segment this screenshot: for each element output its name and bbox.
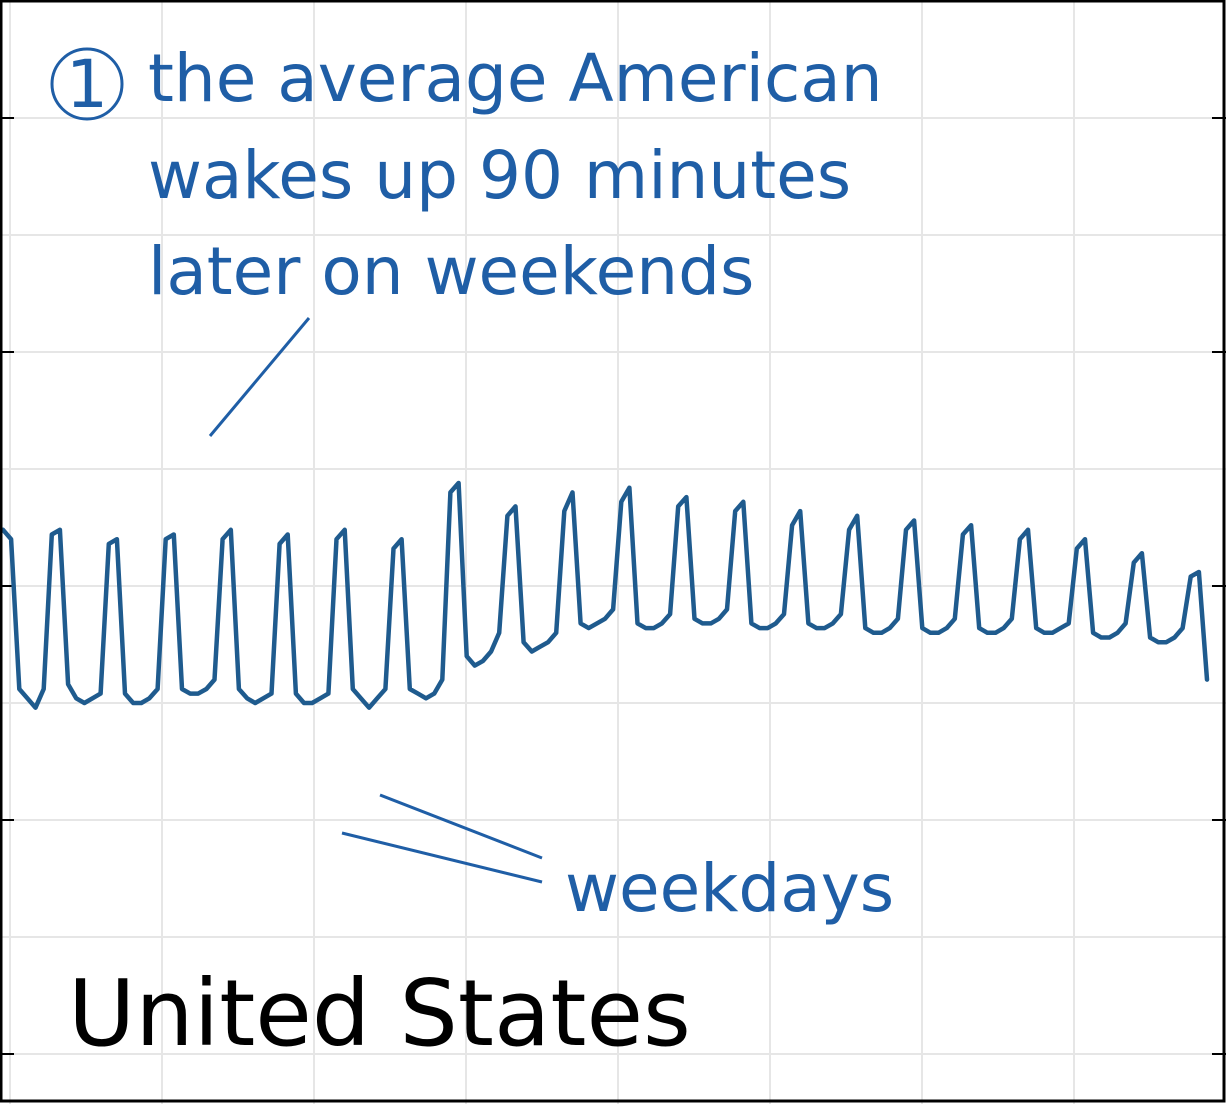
annotation-weekdays: weekdays	[565, 850, 894, 927]
weekend-annotation-leader	[208, 317, 311, 437]
series-line-united-states	[0, 480, 1210, 710]
region-label: United States	[68, 960, 691, 1067]
annotation-weekend-line-2: wakes up 90 minutes	[148, 137, 851, 214]
annotation-marker-number: 1	[66, 46, 108, 123]
weekdays-leader-lower	[341, 831, 543, 884]
annotation-weekend-line-1: the average American	[148, 40, 883, 117]
annotation-weekend-line-3: later on weekends	[148, 233, 754, 310]
weekdays-leader-upper	[379, 793, 543, 860]
annotation-marker-circle	[50, 47, 124, 121]
